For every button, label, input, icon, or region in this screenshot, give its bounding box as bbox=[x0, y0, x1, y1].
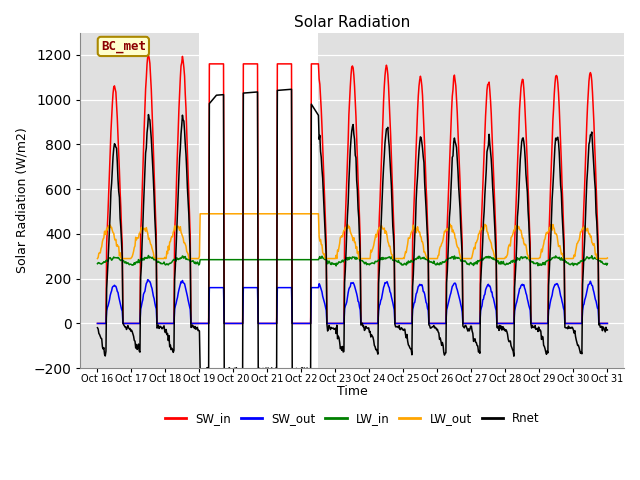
LW_in bbox=[332, 263, 340, 269]
Title: Solar Radiation: Solar Radiation bbox=[294, 15, 410, 30]
X-axis label: Time: Time bbox=[337, 385, 368, 398]
Rnet bbox=[604, 327, 611, 333]
LW_in bbox=[604, 261, 611, 266]
Rnet bbox=[228, 366, 236, 372]
Rnet bbox=[558, 210, 566, 216]
Rnet bbox=[223, 369, 231, 374]
SW_out bbox=[93, 321, 101, 326]
SW_in bbox=[145, 52, 152, 58]
LW_out bbox=[228, 211, 236, 216]
LW_in bbox=[346, 254, 353, 260]
LW_out bbox=[604, 255, 611, 261]
Line: SW_in: SW_in bbox=[97, 55, 607, 324]
LW_out bbox=[395, 256, 403, 262]
SW_out bbox=[144, 277, 152, 283]
SW_out bbox=[395, 321, 403, 326]
LW_in bbox=[445, 255, 453, 261]
SW_in bbox=[445, 182, 452, 188]
Line: LW_in: LW_in bbox=[97, 255, 607, 266]
Rnet bbox=[287, 86, 295, 92]
Line: SW_out: SW_out bbox=[97, 280, 607, 324]
Rnet bbox=[346, 163, 353, 168]
Line: LW_out: LW_out bbox=[97, 214, 607, 259]
SW_out bbox=[345, 286, 353, 292]
LW_in bbox=[228, 257, 236, 263]
LW_in bbox=[558, 257, 566, 263]
SW_in bbox=[345, 112, 353, 118]
Y-axis label: Solar Radiation (W/m2): Solar Radiation (W/m2) bbox=[15, 128, 28, 273]
SW_out bbox=[557, 295, 565, 301]
LW_out bbox=[206, 211, 214, 216]
SW_out bbox=[206, 285, 214, 290]
SW_in bbox=[206, 61, 214, 67]
SW_in bbox=[395, 321, 403, 326]
LW_in bbox=[145, 252, 152, 258]
Legend: SW_in, SW_out, LW_in, LW_out, Rnet: SW_in, SW_out, LW_in, LW_out, Rnet bbox=[160, 407, 545, 430]
LW_out bbox=[445, 225, 452, 231]
LW_in bbox=[396, 260, 403, 265]
Text: BC_met: BC_met bbox=[101, 40, 146, 53]
Rnet bbox=[205, 101, 213, 107]
LW_out bbox=[557, 252, 565, 257]
SW_out bbox=[228, 321, 236, 326]
LW_in bbox=[206, 257, 214, 263]
Bar bbox=[200, 0, 319, 379]
LW_out bbox=[93, 256, 101, 262]
SW_in bbox=[93, 321, 101, 326]
Rnet bbox=[445, 215, 453, 220]
SW_in bbox=[604, 321, 611, 326]
SW_in bbox=[228, 321, 236, 326]
LW_out bbox=[196, 211, 204, 216]
LW_in bbox=[93, 261, 101, 266]
SW_in bbox=[557, 159, 565, 165]
Rnet bbox=[396, 323, 403, 328]
SW_out bbox=[604, 321, 611, 326]
SW_out bbox=[445, 299, 452, 304]
Line: Rnet: Rnet bbox=[97, 89, 607, 372]
Rnet bbox=[93, 325, 101, 331]
LW_out bbox=[345, 223, 353, 229]
